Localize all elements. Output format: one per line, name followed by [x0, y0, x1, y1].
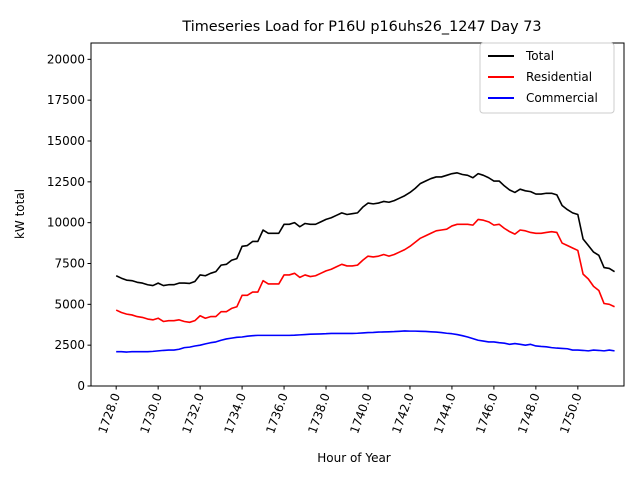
legend-label-residential: Residential — [526, 70, 592, 84]
series-line-total — [115, 172, 615, 287]
legend-label-total: Total — [525, 49, 554, 63]
plot-frame — [90, 42, 625, 387]
y-axis-title: kW total — [13, 189, 27, 239]
legend: Total Residential Commercial — [479, 42, 615, 114]
y-tick-label: 10000 — [47, 216, 85, 230]
legend-label-commercial: Commercial — [526, 91, 598, 105]
y-tick-label: 12500 — [47, 175, 85, 189]
y-tick-label: 0 — [77, 379, 85, 393]
chart-title: Timeseries Load for P16U p16uhs26_1247 D… — [181, 19, 541, 35]
series-line-residential — [115, 218, 615, 324]
y-tick-label: 5000 — [54, 297, 85, 311]
y-tick-label: 17500 — [47, 93, 85, 107]
y-tick-label: 2500 — [54, 338, 85, 352]
x-axis-title: Hour of Year — [317, 451, 391, 465]
y-axis: 0 2500 5000 7500 10000 12500 15000 17500 20000 — [47, 52, 91, 393]
series-layer — [115, 172, 615, 353]
legend-box — [479, 42, 615, 114]
series-line-commercial — [116, 330, 615, 353]
y-tick-label: 20000 — [47, 52, 85, 66]
y-tick-label: 15000 — [47, 134, 85, 148]
y-tick-label: 7500 — [54, 257, 85, 271]
